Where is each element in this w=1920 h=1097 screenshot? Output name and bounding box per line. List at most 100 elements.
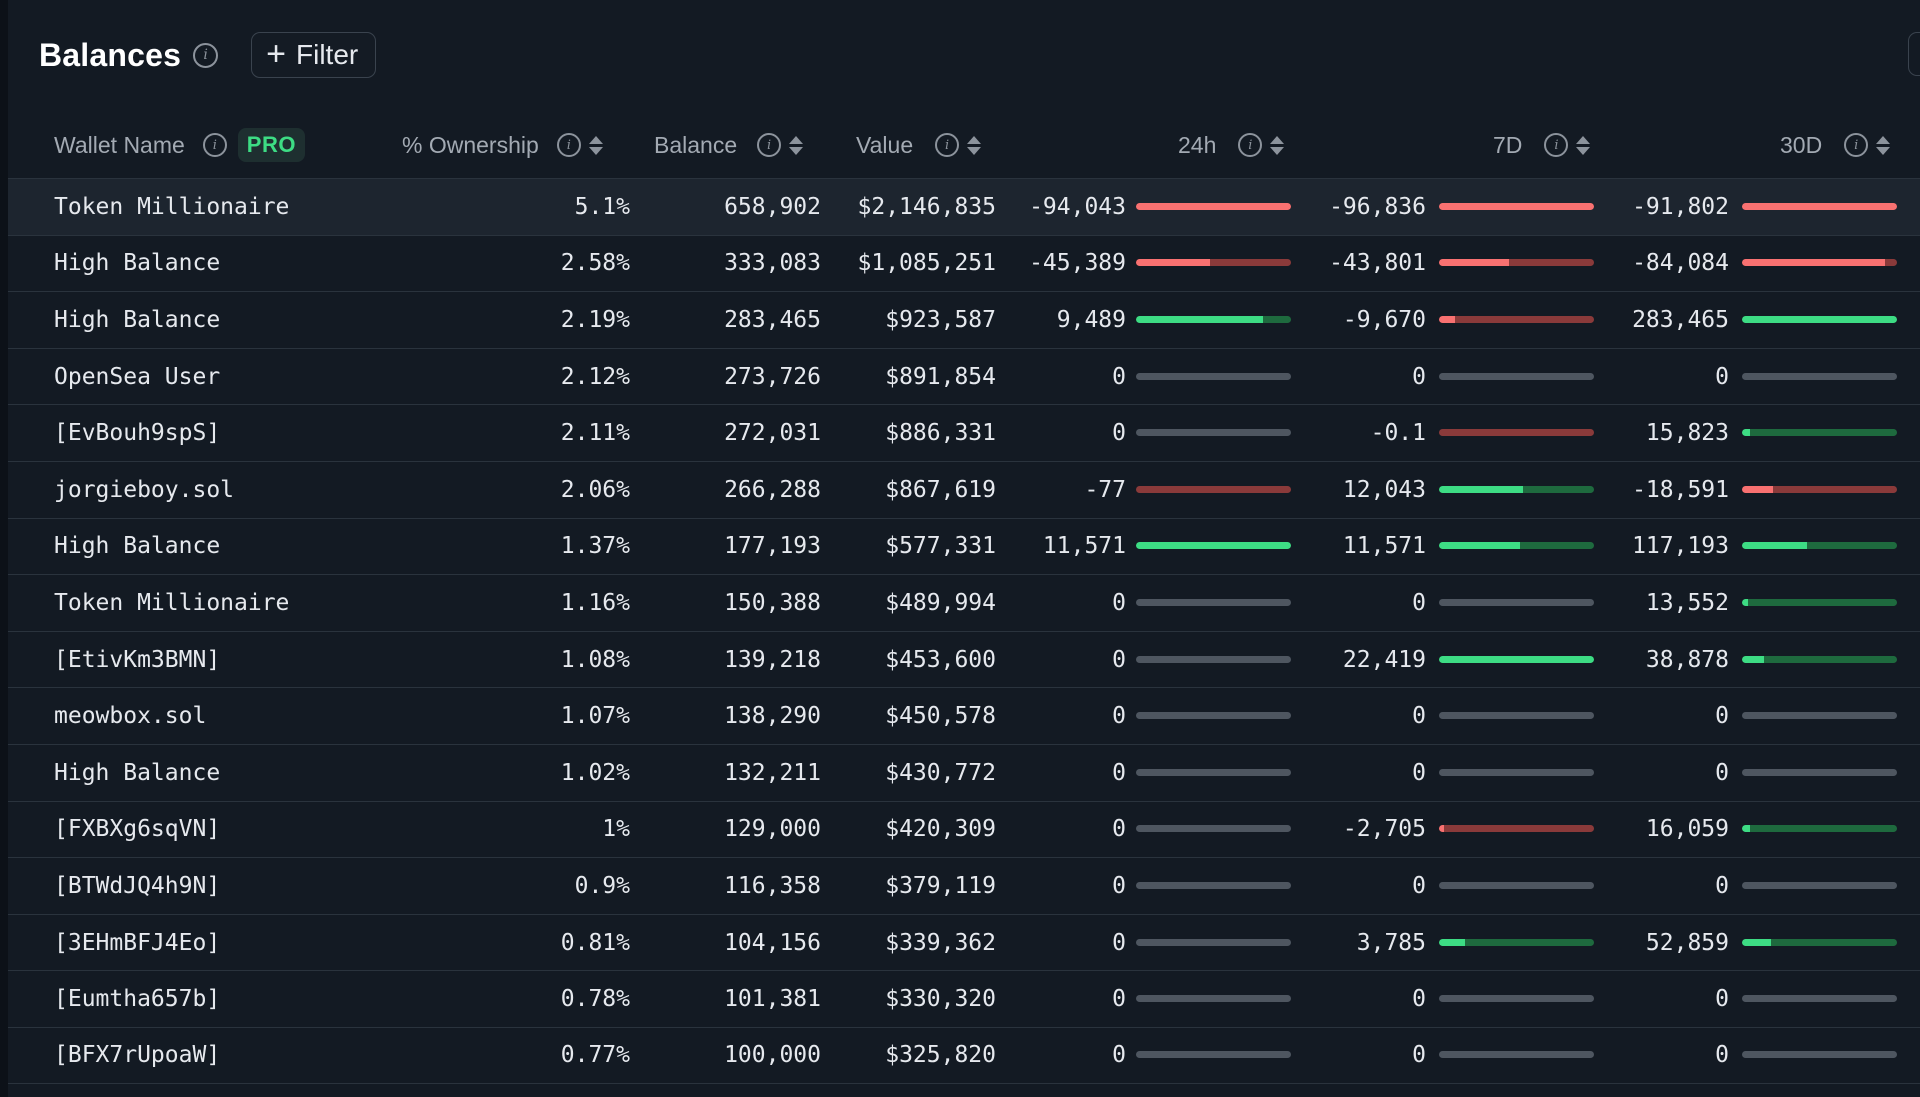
balance-cell: 333,083 bbox=[724, 250, 821, 277]
table-row[interactable]: [Eumtha657b] 0.78% 101,381 $330,320 0 0 0 bbox=[8, 970, 1920, 1027]
sort-icon[interactable] bbox=[1876, 135, 1891, 155]
change-7d-bar bbox=[1439, 995, 1594, 1003]
change-30d-cell: 0 bbox=[1715, 759, 1729, 786]
col-value[interactable]: Value i bbox=[856, 112, 982, 178]
change-24h-cell: 0 bbox=[1112, 589, 1126, 616]
wallet-name: jorgieboy.sol bbox=[54, 476, 235, 503]
value-cell: $489,994 bbox=[885, 589, 996, 616]
ownership-cell: 2.58% bbox=[560, 250, 630, 277]
info-icon[interactable]: i bbox=[935, 133, 960, 157]
change-30d-bar-fill bbox=[1742, 938, 1772, 946]
info-icon[interactable]: i bbox=[757, 133, 782, 157]
wallet-name: High Balance bbox=[54, 533, 221, 560]
table-row[interactable]: [BTWdJQ4h9N] 0.9% 116,358 $379,119 0 0 0 bbox=[8, 857, 1920, 914]
wallet-name: [EtivKm3BMN] bbox=[54, 646, 221, 673]
value-cell: $891,854 bbox=[885, 363, 996, 390]
change-24h-cell: 0 bbox=[1112, 420, 1126, 447]
info-icon[interactable]: i bbox=[202, 133, 227, 157]
table-row[interactable]: [EvBouh9spS] 2.11% 272,031 $886,331 0 -0.1 15,… bbox=[8, 404, 1920, 461]
change-24h-cell: 0 bbox=[1112, 1042, 1126, 1069]
col-ownership[interactable]: % Ownership i bbox=[402, 112, 603, 178]
change-30d-bar-fill bbox=[1742, 598, 1749, 606]
value-cell: $886,331 bbox=[885, 420, 996, 447]
ownership-cell: 1.37% bbox=[560, 533, 630, 560]
wallet-name: [EvBouh9spS] bbox=[54, 420, 221, 447]
change-7d-bar-fill bbox=[1439, 485, 1523, 493]
change-30d-cell: 0 bbox=[1715, 986, 1729, 1013]
change-24h-bar bbox=[1136, 655, 1291, 663]
wallet-name: High Balance bbox=[54, 306, 221, 333]
change-24h-cell: -94,043 bbox=[1029, 193, 1126, 220]
change-30d-bar bbox=[1742, 202, 1897, 210]
table-row[interactable]: jorgieboy.sol 2.06% 266,288 $867,619 -77 12,0… bbox=[8, 460, 1920, 518]
ownership-cell: 2.12% bbox=[560, 363, 630, 390]
balance-cell: 104,156 bbox=[724, 929, 821, 956]
plus-icon: + bbox=[266, 34, 286, 73]
balance-cell: 283,465 bbox=[724, 306, 821, 333]
change-24h-bar bbox=[1136, 202, 1291, 210]
change-7d-bar-fill bbox=[1439, 315, 1455, 323]
sort-icon[interactable] bbox=[967, 135, 982, 155]
change-30d-bar bbox=[1742, 655, 1897, 663]
value-cell: $577,331 bbox=[885, 533, 996, 560]
change-7d-cell: 22,419 bbox=[1342, 646, 1426, 673]
change-7d-bar-fill bbox=[1439, 259, 1509, 267]
change-24h-bar bbox=[1136, 712, 1291, 720]
wallet-name: Token Millionaire bbox=[54, 589, 290, 616]
value-cell: $325,820 bbox=[885, 1042, 996, 1069]
col-30d[interactable]: 30D i bbox=[1780, 112, 1891, 178]
balance-cell: 132,211 bbox=[724, 759, 821, 786]
ownership-cell: 2.11% bbox=[560, 420, 630, 447]
balance-cell: 150,388 bbox=[724, 589, 821, 616]
table-row[interactable]: OpenSea User 2.12% 273,726 $891,854 0 0 0 bbox=[8, 347, 1920, 405]
sort-icon[interactable] bbox=[588, 135, 603, 155]
col-wallet-name[interactable]: Wallet Name i PRO bbox=[54, 112, 305, 178]
table-header: Wallet Name i PRO % Ownership i Balance … bbox=[8, 112, 1920, 178]
ownership-cell: 1.02% bbox=[560, 759, 630, 786]
change-24h-cell: 0 bbox=[1112, 872, 1126, 899]
info-icon[interactable]: i bbox=[556, 133, 581, 157]
info-icon[interactable]: i bbox=[1238, 133, 1263, 157]
col-24h[interactable]: 24h i bbox=[1178, 112, 1285, 178]
table-row[interactable]: High Balance 2.58% 333,083 $1,085,251 -45,38… bbox=[8, 234, 1920, 292]
table-row[interactable]: Token Millionaire 5.1% 658,902 $2,146,835 -9… bbox=[8, 178, 1920, 235]
change-7d-bar bbox=[1439, 712, 1594, 720]
change-30d-bar-fill bbox=[1742, 825, 1750, 833]
sort-icon[interactable] bbox=[1576, 135, 1591, 155]
table-row[interactable]: High Balance 1.02% 132,211 $430,772 0 0 0 bbox=[8, 743, 1920, 801]
table-row[interactable]: meowbox.sol 1.07% 138,290 $450,578 0 0 0 bbox=[8, 687, 1920, 744]
col-7d[interactable]: 7D i bbox=[1493, 112, 1591, 178]
info-icon[interactable]: i bbox=[1844, 133, 1869, 157]
sort-icon[interactable] bbox=[789, 135, 804, 155]
info-icon[interactable]: i bbox=[193, 42, 219, 68]
sort-icon[interactable] bbox=[1270, 135, 1285, 155]
info-icon[interactable]: i bbox=[1544, 133, 1569, 157]
page-title: Balances bbox=[39, 36, 182, 73]
change-30d-bar bbox=[1742, 315, 1897, 323]
change-24h-bar-fill bbox=[1136, 315, 1264, 323]
ownership-cell: 2.19% bbox=[560, 306, 630, 333]
table-row[interactable]: High Balance 1.37% 177,193 $577,331 11,571 11… bbox=[8, 517, 1920, 575]
change-30d-bar-fill bbox=[1742, 429, 1750, 437]
col-balance[interactable]: Balance i bbox=[654, 112, 804, 178]
table-row[interactable]: [EtivKm3BMN] 1.08% 139,218 $453,600 0 22,419 3… bbox=[8, 630, 1920, 688]
balance-cell: 101,381 bbox=[724, 986, 821, 1013]
top-right-button[interactable] bbox=[1908, 32, 1920, 76]
change-30d-bar bbox=[1742, 938, 1897, 946]
table-row[interactable]: [3EHmBFJ4Eo] 0.81% 104,156 $339,362 0 3,785 52… bbox=[8, 913, 1920, 971]
balance-cell: 272,031 bbox=[724, 420, 821, 447]
change-30d-cell: 16,059 bbox=[1645, 816, 1729, 843]
change-30d-bar bbox=[1742, 1051, 1897, 1059]
change-30d-bar bbox=[1742, 542, 1897, 550]
table-row[interactable]: Token Millionaire 1.16% 150,388 $489,994 0 0 1… bbox=[8, 574, 1920, 631]
table-row[interactable]: [BFX7rUpoaW] 0.77% 100,000 $325,820 0 0 0 bbox=[8, 1026, 1920, 1084]
table-row[interactable]: High Balance 2.19% 283,465 $923,587 9,489 -9,… bbox=[8, 291, 1920, 348]
table-row[interactable]: [FXBXg6sqVN] 1% 129,000 $420,309 0 -2,705 16,0… bbox=[8, 800, 1920, 858]
ownership-cell: 5.1% bbox=[574, 193, 630, 220]
filter-label: Filter bbox=[296, 39, 359, 70]
change-24h-bar bbox=[1136, 938, 1291, 946]
ownership-cell: 0.81% bbox=[560, 929, 630, 956]
filter-button[interactable]: + Filter bbox=[251, 32, 377, 78]
balance-cell: 658,902 bbox=[724, 193, 821, 220]
change-24h-cell: 0 bbox=[1112, 703, 1126, 730]
